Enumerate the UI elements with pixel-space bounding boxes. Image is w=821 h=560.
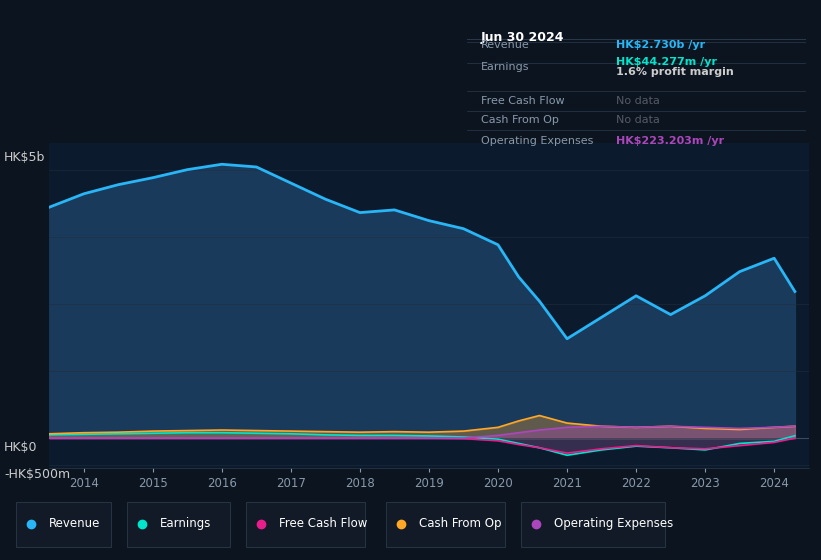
Text: HK$223.203m /yr: HK$223.203m /yr [617, 137, 724, 146]
Text: Operating Expenses: Operating Expenses [554, 517, 673, 530]
Text: Revenue: Revenue [49, 517, 101, 530]
FancyBboxPatch shape [386, 502, 505, 547]
FancyBboxPatch shape [521, 502, 665, 547]
FancyBboxPatch shape [246, 502, 365, 547]
Text: HK$2.730b /yr: HK$2.730b /yr [617, 40, 705, 50]
Text: Cash From Op: Cash From Op [481, 115, 558, 125]
Text: Earnings: Earnings [160, 517, 212, 530]
Text: Earnings: Earnings [481, 62, 530, 72]
Text: Operating Expenses: Operating Expenses [481, 137, 593, 146]
Text: Free Cash Flow: Free Cash Flow [481, 96, 564, 106]
Text: 1.6% profit margin: 1.6% profit margin [617, 67, 734, 77]
Text: Jun 30 2024: Jun 30 2024 [481, 31, 564, 44]
Text: No data: No data [617, 115, 660, 125]
Text: Revenue: Revenue [481, 40, 530, 50]
Text: No data: No data [617, 96, 660, 106]
Text: HK$5b: HK$5b [4, 151, 45, 164]
Text: HK$44.277m /yr: HK$44.277m /yr [617, 57, 718, 67]
Text: HK$0: HK$0 [4, 441, 38, 454]
Text: Free Cash Flow: Free Cash Flow [279, 517, 368, 530]
FancyBboxPatch shape [127, 502, 230, 547]
Text: Cash From Op: Cash From Op [419, 517, 501, 530]
Text: -HK$500m: -HK$500m [4, 468, 71, 480]
FancyBboxPatch shape [16, 502, 111, 547]
